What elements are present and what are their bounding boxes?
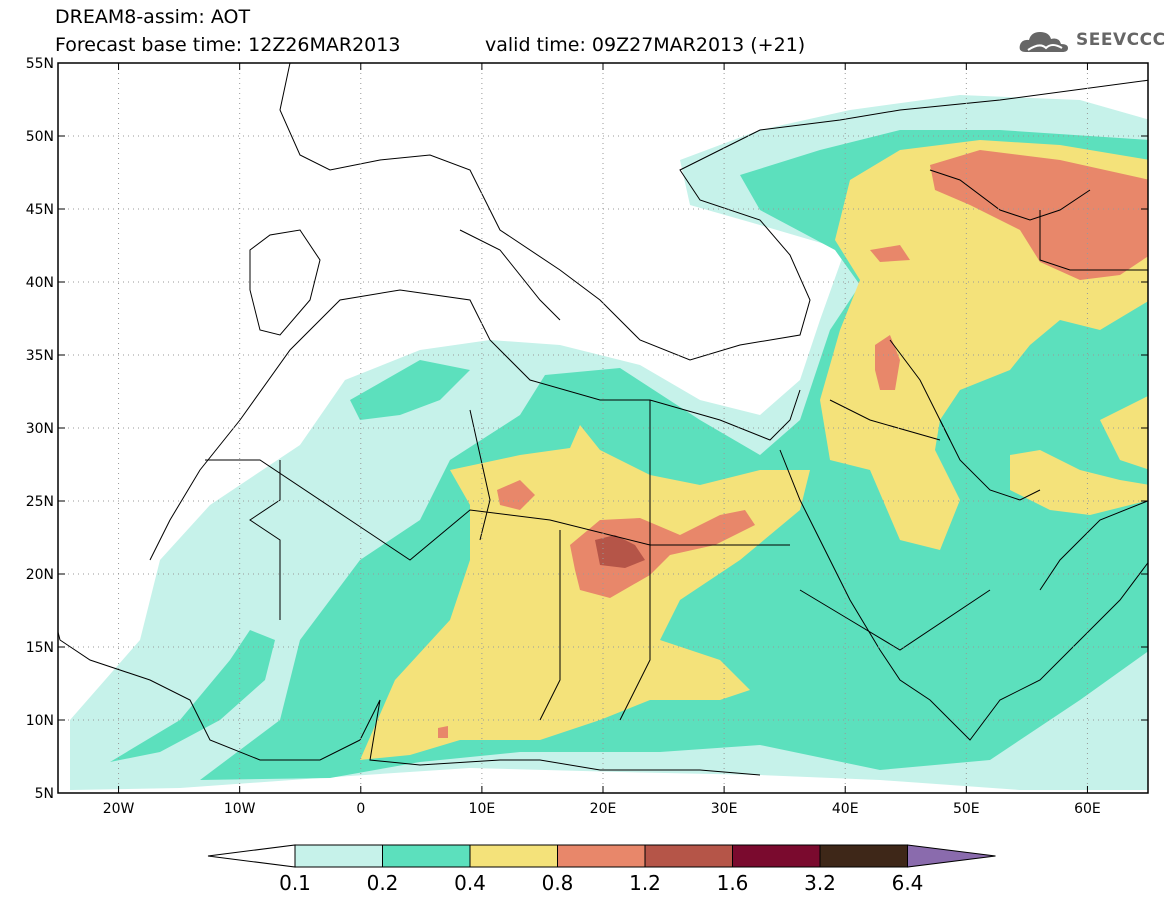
x-tick-label: 10E [469,801,496,817]
y-tick-label: 10N [26,713,54,729]
y-tick-label: 45N [26,202,54,218]
colorbar-label: 1.2 [629,871,661,895]
aot-band-1.2 [595,535,645,568]
colorbar-segment [732,844,821,868]
colorbar-segment [294,844,383,868]
colorbar-over-triangle [907,844,996,868]
colorbar-label: 0.8 [542,871,574,895]
x-tick-label: 50E [953,801,980,817]
x-tick-label: 10W [224,801,256,817]
x-axis: 20W 10W 0 10E 20E 30E 40E 50E 60E [103,63,1101,817]
logo-text: SEEVCCC [1076,30,1165,50]
x-tick-label: 60E [1074,801,1101,817]
colorbar-segment [469,844,558,868]
coastlines [58,63,1148,776]
y-tick-label: 15N [26,640,54,656]
colorbar-label: 0.1 [279,871,311,895]
colorbar: 0.1 0.2 0.4 0.8 1.2 1.6 3.2 6.4 [207,844,996,895]
forecast-base-time: Forecast base time: 12Z26MAR2013 [55,34,401,56]
colorbar-segment [557,844,646,868]
colorbar-label: 0.4 [454,871,486,895]
y-tick-label: 35N [26,348,54,364]
x-tick-label: 20E [590,801,617,817]
colorbar-label: 3.2 [804,871,836,895]
colorbar-label: 1.6 [717,871,749,895]
colorbar-segment [819,844,908,868]
aot-field [70,95,1148,790]
y-tick-label: 50N [26,129,54,145]
y-axis: 55N 50N 45N 40N 35N 30N 25N 20N 15N 10N 5N [26,56,1148,802]
y-tick-label: 25N [26,494,54,510]
y-tick-label: 40N [26,275,54,291]
colorbar-under-triangle [207,844,296,868]
colorbar-label: 6.4 [892,871,924,895]
y-tick-label: 5N [35,786,54,802]
cloud-icon [1019,32,1068,52]
y-tick-label: 55N [26,56,54,72]
colorbar-segment [644,844,733,868]
y-tick-label: 20N [26,567,54,583]
x-tick-label: 30E [711,801,738,817]
valid-time: valid time: 09Z27MAR2013 (+21) [485,34,806,56]
x-tick-label: 0 [356,801,365,817]
aot-band-0.8 [438,150,1148,738]
map-grid [58,63,1148,793]
seevccc-logo: SEEVCCC [1018,26,1165,58]
colorbar-segment [382,844,471,868]
x-tick-label: 40E [832,801,859,817]
y-tick-label: 30N [26,421,54,437]
x-tick-label: 20W [103,801,135,817]
colorbar-label: 0.2 [367,871,399,895]
map-title: DREAM8-assim: AOT [55,6,251,28]
